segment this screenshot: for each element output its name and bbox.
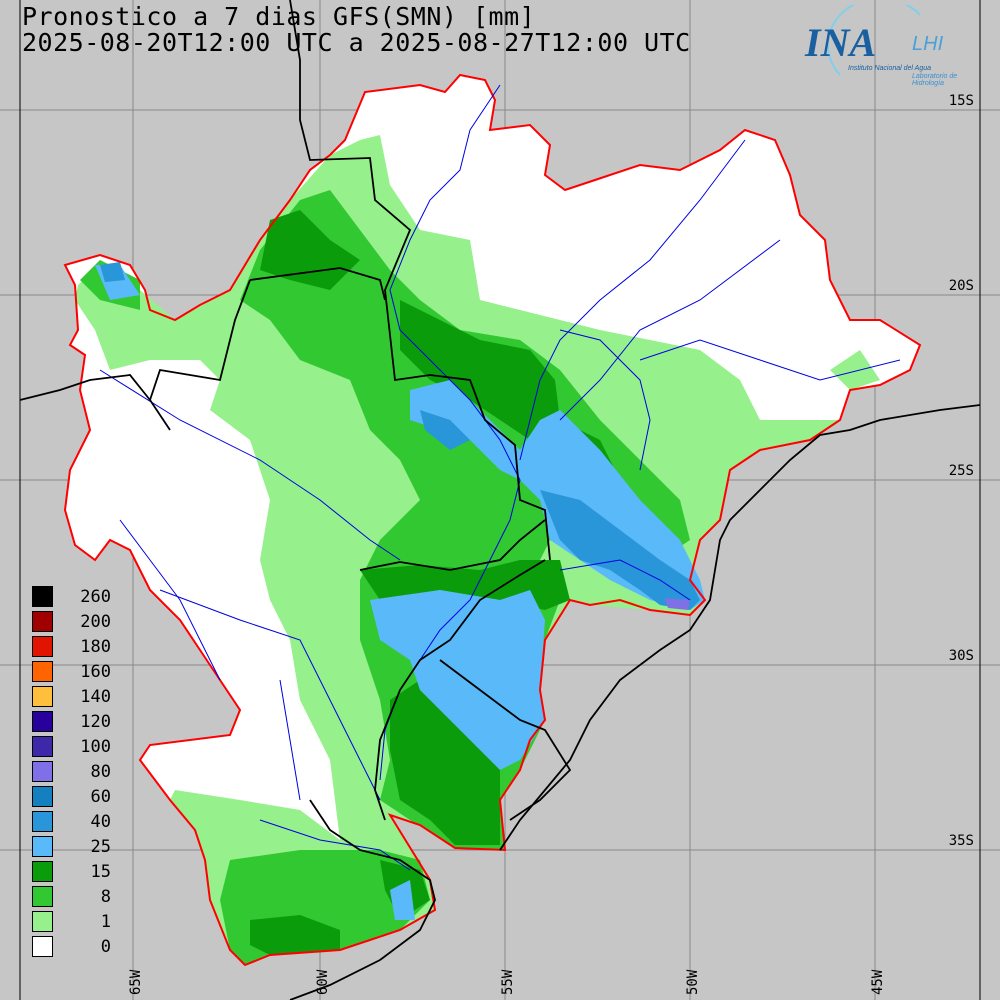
lat-label: 30S <box>948 648 974 664</box>
map-title: Pronostico a 7 dias GFS(SMN) [mm] <box>22 2 536 31</box>
legend-item: 100 <box>32 734 111 759</box>
legend-value: 180 <box>80 636 111 657</box>
lon-label: 65W <box>128 969 144 995</box>
lat-label: 25S <box>948 463 974 479</box>
logo-line1: Instituto Nacional del Agua <box>848 65 932 72</box>
legend-value: 80 <box>90 761 111 782</box>
legend-value: 15 <box>90 861 111 882</box>
lat-label: 35S <box>948 833 974 849</box>
legend-item: 120 <box>32 709 111 734</box>
precip-80mm <box>665 598 690 610</box>
legend-value: 60 <box>90 786 111 807</box>
legend-value: 8 <box>100 886 111 907</box>
legend-item: 80 <box>32 759 111 784</box>
precip-legend: 260 200 180 160 140 120 100 80 60 40 25 15 8 1 0 <box>32 584 111 959</box>
legend-swatch <box>32 636 53 657</box>
legend-swatch <box>32 586 53 607</box>
legend-value: 200 <box>80 611 111 632</box>
logo-arc-icon <box>826 5 921 76</box>
legend-value: 120 <box>80 711 111 732</box>
country-borders <box>19 0 981 1000</box>
legend-item: 15 <box>32 859 111 884</box>
legend-item: 8 <box>32 884 111 909</box>
basin-outline <box>63 73 922 967</box>
legend-swatch <box>32 711 53 732</box>
legend-swatch <box>32 936 53 957</box>
legend-item: 180 <box>32 634 111 659</box>
legend-value: 40 <box>90 811 111 832</box>
lat-label: 20S <box>948 278 974 294</box>
legend-item: 1 <box>32 909 111 934</box>
legend-swatch <box>32 661 53 682</box>
legend-value: 260 <box>80 586 111 607</box>
legend-swatch <box>32 686 53 707</box>
legend-value: 160 <box>80 661 111 682</box>
lon-label: 60W <box>315 969 331 995</box>
legend-swatch <box>32 786 53 807</box>
logo-line2: Laboratorio de Hidrología <box>912 73 958 87</box>
map-period: 2025-08-20T12:00 UTC a 2025-08-27T12:00 … <box>22 28 691 57</box>
legend-swatch <box>32 736 53 757</box>
legend-value: 100 <box>80 736 111 757</box>
legend-item: 0 <box>32 934 111 959</box>
lon-label: 50W <box>685 969 701 995</box>
legend-item: 60 <box>32 784 111 809</box>
frame-ticks <box>19 0 981 1000</box>
lon-label: 45W <box>870 969 886 995</box>
logo-lhi: LHI <box>912 33 944 55</box>
legend-value: 25 <box>90 836 111 857</box>
legend-item: 140 <box>32 684 111 709</box>
legend-value: 140 <box>80 686 111 707</box>
legend-swatch <box>32 911 53 932</box>
legend-item: 260 <box>32 584 111 609</box>
rivers <box>99 84 901 871</box>
legend-item: 160 <box>32 659 111 684</box>
legend-item: 25 <box>32 834 111 859</box>
legend-value: 0 <box>100 936 111 957</box>
legend-swatch <box>32 761 53 782</box>
legend-value: 1 <box>100 911 111 932</box>
legend-swatch <box>32 861 53 882</box>
legend-item: 200 <box>32 609 111 634</box>
legend-item: 40 <box>32 809 111 834</box>
lat-label: 15S <box>948 93 974 109</box>
lon-label: 55W <box>500 969 516 995</box>
legend-swatch <box>32 836 53 857</box>
legend-swatch <box>32 611 53 632</box>
ina-lhi-logo: INA LHI Instituto Nacional del Agua Labo… <box>800 5 970 87</box>
legend-swatch <box>32 886 53 907</box>
logo-ina: INA <box>805 20 877 65</box>
legend-swatch <box>32 811 53 832</box>
